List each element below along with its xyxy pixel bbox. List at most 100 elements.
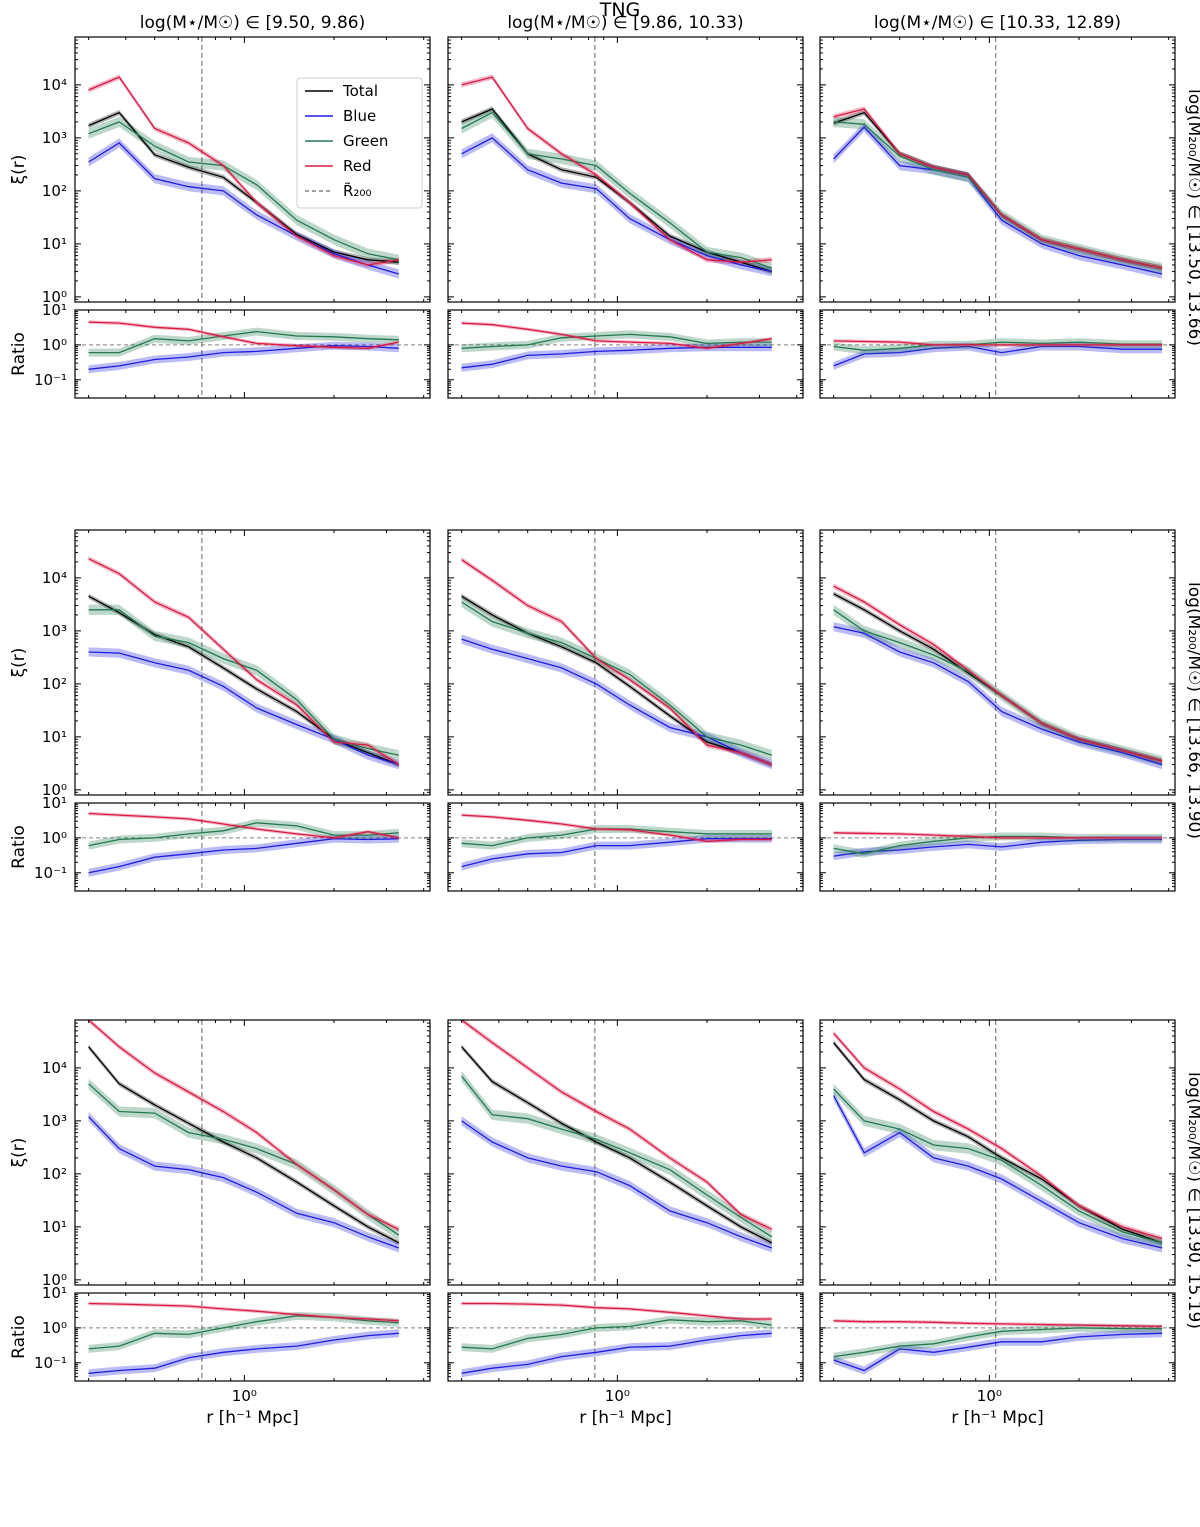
panel-r2c2-ratio-line-red	[833, 1320, 1163, 1328]
panel-r0c1-main-line-total	[461, 108, 772, 273]
panel-r0c2-ratio-line-red	[833, 340, 1163, 346]
legend-label-1: Blue	[343, 107, 376, 125]
panel-r1c0-main-ytick-label: 10¹	[42, 728, 67, 746]
panel-r1c2-main-line-red	[833, 585, 1163, 762]
panel-r2c2-main-line-blue	[833, 1095, 1163, 1249]
legend-label-4: R̃₂₀₀	[343, 181, 371, 200]
panel-r2c0-main-ytick-label: 10³	[42, 1112, 67, 1130]
panel-r0c0-ratio-ytick-label: 10⁰	[42, 336, 67, 354]
panel-r0c0-main-ytick-label: 10¹	[42, 235, 67, 253]
panel-r0c1-ratio-line-green	[461, 333, 772, 349]
panel-r2c0-ratio-band-red	[88, 1301, 399, 1323]
panel-r1c0-main-ytick-label: 10³	[42, 622, 67, 640]
legend-label-2: Green	[343, 132, 388, 150]
panel-r1c0-main-band-blue	[88, 647, 399, 770]
panel-r0c0-ratio-ytick-label: 10¹	[42, 301, 67, 319]
panel-r0c1-main-plot-area	[461, 37, 773, 302]
panel-r2c0-ratio-ytick-label: 10¹	[42, 1284, 67, 1302]
panel-r1c1-ratio-line-blue	[461, 838, 772, 868]
panel-r1c1-main-line-green	[461, 601, 773, 756]
panel-r2c0-main-band-red	[88, 1020, 399, 1232]
legend: Total Blue Green Red R̃₂₀₀	[296, 77, 423, 209]
panel-r1c0-ratio-line-blue	[88, 838, 399, 874]
panel-r2c2-ratio-band-blue	[833, 1329, 1163, 1375]
panel-r1c2-ratio-line-blue	[833, 838, 1163, 857]
panel-r2c0-ratio-band-green	[88, 1312, 399, 1353]
panel-r2c2-main-line-total	[833, 1042, 1163, 1244]
panel-r0c0-main-plot-area	[88, 37, 399, 302]
panel-r2c1-ratio-line-red	[461, 1302, 772, 1320]
panel-r0c1-main-band-green	[461, 107, 772, 274]
row-title-0: log(M₂₀₀/M☉) ∈ [13.50, 13.66)	[1184, 89, 1200, 346]
panel-r0c0-ratio-line-red	[88, 321, 399, 349]
panel-r2c1-main-band-red	[461, 1020, 772, 1232]
ylabel-ratio-r1: Ratio	[9, 825, 29, 869]
row-title-2: log(M₂₀₀/M☉) ∈ [13.90, 15.19)	[1184, 1072, 1200, 1329]
panel-r0c0-main-frame	[74, 36, 431, 303]
row-title-1: log(M₂₀₀/M☉) ∈ [13.66, 13.90)	[1184, 582, 1200, 839]
panel-r1c2-main-frame	[819, 529, 1176, 796]
panel-r1c0-ratio-band-green	[88, 818, 399, 850]
panel-r0c2-main-line-red	[833, 108, 1163, 269]
panel-r0c0-ratio-ytick-label: 10⁻¹	[34, 371, 67, 389]
col-title-1: log(M⋆/M☉) ∈ [9.86, 10.33)	[507, 13, 743, 33]
panel-r2c1-main-line-blue	[461, 1120, 773, 1249]
panel-r2c0-ratio-ytick-label: 10⁻¹	[34, 1354, 67, 1372]
panel-r0c2-ratio-line-green	[833, 341, 1163, 351]
panel-r2c1-ratio-band-blue	[461, 1329, 772, 1378]
panel-r1c0-main-band-green	[88, 604, 399, 761]
panel-r0c1-main-line-red	[461, 76, 772, 263]
panel-r0c1-ratio-line-blue	[461, 346, 772, 369]
panel-r1c2-ratio-frame	[819, 802, 1176, 892]
panel-r2c2-main-frame	[819, 1019, 1176, 1286]
panel-r0c2-ratio-band-blue	[833, 342, 1163, 370]
panel-r0c1-main-line-blue	[461, 137, 772, 273]
panel-r2c2-ratio-band-green	[833, 1323, 1163, 1361]
panel-r1c2-main-band-red	[833, 583, 1163, 764]
panel-r2c1-ratio-band-red	[461, 1301, 772, 1321]
panel-r1c0-main-band-red	[88, 556, 399, 768]
panel-r2c2-ratio-frame	[819, 1292, 1176, 1382]
panel-r1c2-main-band-blue	[833, 622, 1163, 770]
panel-r2c0-main-ytick-label: 10⁴	[42, 1059, 67, 1077]
panel-r0c0-ratio-band-blue	[88, 341, 399, 374]
panel-r0c1-ratio-plot-area	[448, 310, 803, 398]
panel-r1c0-main-ytick-label: 10⁴	[42, 569, 67, 587]
panel-r1c1-main-line-red	[461, 559, 773, 766]
panel-r1c1-ratio-line-red	[461, 814, 772, 842]
panel-r2c0-main-band-blue	[88, 1112, 399, 1253]
panel-r2c1-main-frame	[447, 1019, 804, 1286]
ylabel-ratio-r0: Ratio	[9, 332, 29, 376]
panel-r0c0-main-ytick-label: 10⁰	[42, 288, 67, 306]
panel-r1c0-main-line-blue	[88, 651, 399, 766]
panel-r2c2-main-line-green	[833, 1088, 1163, 1244]
panel-r1c2-ratio-line-red	[833, 832, 1163, 839]
figure-title: TNG	[599, 0, 641, 21]
panel-r2c0-main-line-blue	[88, 1116, 400, 1249]
panel-r1c1-main-plot-area	[461, 530, 773, 795]
panel-r2c2-ratio-plot-area	[820, 1293, 1175, 1381]
panel-r1c1-ratio-plot-area	[448, 803, 803, 891]
panel-r1c2-ratio-plot-area	[820, 803, 1175, 891]
col-title-0: log(M⋆/M☉) ∈ [9.50, 9.86)	[140, 13, 366, 33]
panel-r0c2-main-band-blue	[833, 122, 1163, 279]
panel-r0c2-ratio-frame	[819, 309, 1176, 399]
panel-r2c1-main-band-total	[461, 1044, 772, 1246]
panel-r1c1-ratio-band-green	[461, 825, 772, 850]
panel-r2c1-main-line-red	[461, 1020, 773, 1230]
ylabel-main-r2: ξ(r)	[9, 1138, 29, 1168]
panel-r0c1-ratio-band-blue	[461, 343, 772, 372]
panel-r2c0-main-ytick-label: 10⁰	[42, 1271, 67, 1289]
panel-r2c0-main-line-total	[88, 1046, 400, 1244]
panel-r0c0-main-ytick-label: 10³	[42, 129, 67, 147]
panel-r1c1-main-frame	[447, 529, 804, 796]
panel-r0c0-ratio-line-green	[88, 330, 399, 354]
panel-r0c1-ratio-line-red	[461, 322, 772, 349]
panel-r2c2-main-plot-area	[833, 1020, 1163, 1285]
panel-r2c2-ratio-line-green	[833, 1327, 1163, 1358]
panel-r1c1-main-line-total	[461, 595, 773, 766]
panel-r1c0-main-plot-area	[88, 530, 400, 795]
panel-r2c1-ratio-line-blue	[461, 1332, 772, 1374]
